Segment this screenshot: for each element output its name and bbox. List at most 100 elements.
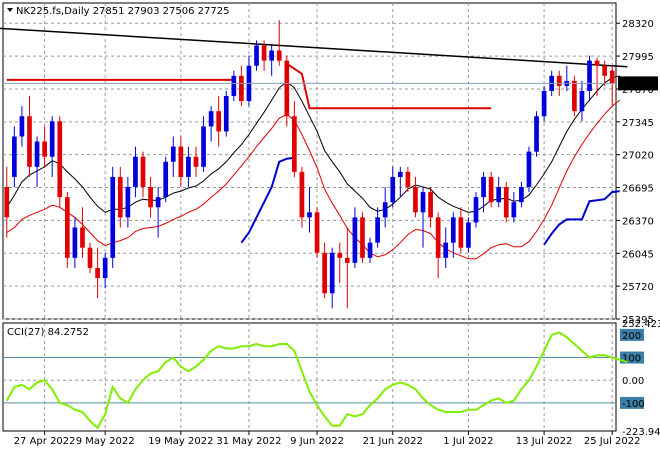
candle-body: [481, 176, 486, 198]
indicator-line: [6, 75, 620, 213]
candle-body: [413, 187, 418, 213]
chart-title: NK225.fs,Daily 27851 27903 27506 27725: [16, 6, 229, 17]
candle-body: [216, 111, 222, 132]
candle-body: [254, 45, 259, 66]
candle: [594, 57, 600, 97]
candle-body: [64, 197, 70, 258]
candle-body: [239, 75, 244, 102]
indicator-line: [240, 156, 295, 244]
candle: [125, 176, 131, 228]
y-tick-label: 26370: [622, 216, 654, 227]
candle-body: [276, 50, 282, 61]
candle: [87, 242, 93, 273]
candle-body: [428, 192, 433, 218]
candle-body: [110, 176, 116, 258]
cci-panel-frame: [2, 322, 617, 432]
candle: [307, 187, 312, 233]
candle: [420, 187, 426, 248]
candle-body: [572, 80, 577, 112]
x-tick-label: 31 May 2022: [216, 436, 281, 447]
candle-body: [186, 156, 191, 177]
candle: [19, 106, 25, 147]
candle: [72, 217, 78, 268]
candle-body: [178, 146, 184, 177]
candle: [382, 187, 388, 228]
candle: [140, 151, 146, 198]
candle-body: [269, 50, 275, 61]
x-tick-label: 13 Jul 2022: [516, 436, 573, 447]
candle-body: [337, 252, 343, 258]
x-tick-label: 27 Apr 2022: [14, 436, 76, 447]
candle: [360, 212, 365, 263]
candle-body: [307, 212, 312, 218]
candle-body: [57, 121, 63, 198]
candle: [163, 156, 169, 203]
candle: [57, 116, 63, 208]
candle: [466, 217, 471, 253]
candle-body: [42, 141, 47, 157]
candle: [299, 166, 305, 228]
candle-body: [80, 227, 85, 248]
candle: [64, 192, 70, 268]
x-tick-label: 21 Jun 2022: [363, 436, 423, 447]
candle-body: [488, 176, 494, 203]
candle-body: [534, 116, 539, 152]
candle-body: [34, 141, 40, 167]
candle: [450, 212, 456, 258]
candle-body: [602, 65, 607, 76]
candle-body: [344, 257, 350, 263]
candle-body: [261, 45, 267, 61]
candle: [95, 247, 100, 299]
candle-body: [496, 187, 502, 203]
candle-body: [541, 90, 547, 117]
candle: [34, 136, 40, 188]
candle: [352, 207, 358, 268]
candle: [337, 242, 343, 284]
candle: [216, 96, 222, 147]
candle-body: [526, 151, 532, 188]
candle: [397, 166, 403, 198]
candle-body: [352, 217, 358, 263]
y-tick-label: 26045: [622, 249, 654, 260]
candle: [428, 187, 433, 228]
trend-line: [0, 27, 628, 68]
candle: [609, 65, 615, 106]
y-tick-label: 27020: [622, 151, 654, 162]
candle-body: [140, 156, 146, 188]
candle-body: [556, 75, 562, 86]
candle: [12, 126, 17, 188]
candle: [511, 192, 517, 223]
candle: [329, 247, 335, 309]
candle: [42, 126, 47, 167]
y-tick-label: 27995: [622, 52, 654, 63]
candle-body: [503, 187, 509, 218]
candle: [443, 227, 449, 268]
cci-tick-label: 100: [622, 354, 641, 365]
candle-body: [382, 202, 388, 218]
y-tick-label: 28320: [622, 19, 654, 30]
candle: [413, 176, 418, 218]
candle: [148, 176, 153, 218]
candle: [564, 65, 570, 91]
candle: [481, 171, 486, 213]
price-tag-box: [618, 76, 658, 91]
cci-level-box: [620, 328, 644, 341]
candle: [193, 146, 199, 177]
x-tick-label: 9 May 2022: [76, 436, 135, 447]
candle: [602, 60, 607, 86]
candle-body: [12, 136, 17, 177]
y-tick-label: 25720: [622, 282, 654, 293]
candle-body: [223, 96, 229, 132]
candle: [488, 171, 494, 208]
candle: [80, 207, 85, 258]
candle: [208, 106, 214, 142]
candle-body: [193, 156, 199, 167]
candle: [49, 116, 55, 177]
candle: [435, 212, 441, 279]
candle-body: [511, 202, 517, 218]
candle: [231, 70, 237, 102]
candle: [390, 166, 396, 208]
candle: [503, 181, 509, 223]
candle-body: [579, 90, 585, 112]
